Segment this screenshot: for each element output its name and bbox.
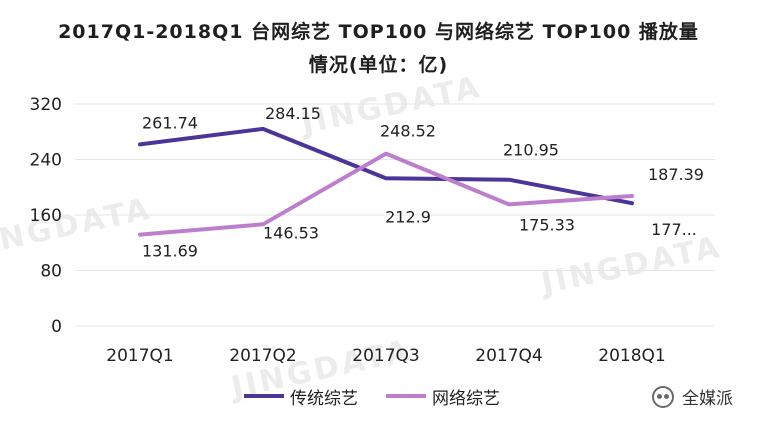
chart-title-line-1: 2017Q1-2018Q1 台网综艺 TOP100 与网络综艺 TOP100 播… (58, 21, 699, 43)
data-label-web-3: 175.33 (519, 215, 575, 234)
data-label-web-2: 248.52 (380, 122, 436, 141)
data-label-tv-0: 261.74 (142, 113, 198, 132)
x-tick-label-2: 2017Q3 (352, 346, 419, 366)
chart-title-line-2: 情况(单位：亿) (308, 54, 449, 76)
y-tick-label-4: 320 (30, 95, 62, 115)
legend-swatch-tv (244, 394, 284, 398)
legend-label-web: 网络综艺 (432, 388, 500, 409)
brand-name: 全媒派 (682, 389, 733, 409)
data-label-tv-2: 212.9 (385, 207, 431, 226)
legend-item-web: 网络综艺 (386, 384, 500, 409)
series-line-web (138, 151, 634, 237)
x-tick-label-3: 2017Q4 (475, 346, 542, 366)
data-label-tv-4: 177... (651, 220, 697, 239)
legend-label-tv: 传统综艺 (290, 388, 358, 409)
chart-legend: 传统综艺 网络综艺 (244, 384, 528, 409)
chart-title: 2017Q1-2018Q1 台网综艺 TOP100 与网络综艺 TOP100 播… (0, 16, 757, 82)
y-tick-label-1: 80 (40, 262, 62, 282)
data-label-web-4: 187.39 (648, 165, 704, 184)
y-tick-label-3: 240 (30, 151, 62, 171)
series-line-tv (138, 126, 634, 206)
data-label-tv-1: 284.15 (265, 104, 321, 123)
y-tick-label-2: 160 (30, 206, 62, 226)
brand-footer: 全媒派 (652, 384, 733, 409)
x-tick-label-4: 2018Q1 (598, 346, 665, 366)
x-tick-label-0: 2017Q1 (106, 346, 173, 366)
data-label-tv-3: 210.95 (503, 141, 559, 160)
legend-item-tv: 传统综艺 (244, 384, 358, 409)
legend-swatch-web (386, 394, 426, 398)
line-chart: 0 80 160 240 320 2017Q1 2017Q2 2017Q3 2017Q4 2018… (30, 95, 715, 366)
wechat-icon (652, 385, 674, 408)
data-label-web-1: 146.53 (263, 223, 319, 242)
data-label-web-0: 131.69 (142, 242, 198, 261)
y-tick-label-0: 0 (51, 317, 62, 337)
x-tick-label-1: 2017Q2 (229, 346, 296, 366)
